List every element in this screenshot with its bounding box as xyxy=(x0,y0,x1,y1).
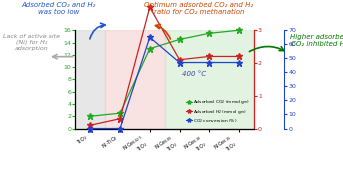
Text: Adsorbed CO₂ and H₂
was too low: Adsorbed CO₂ and H₂ was too low xyxy=(21,2,95,15)
Bar xyxy=(105,30,165,129)
Bar xyxy=(75,30,105,129)
Text: Lack of active site
(Ni) for H₂
adsorption: Lack of active site (Ni) for H₂ adsorpti… xyxy=(3,34,60,51)
Bar xyxy=(165,30,254,129)
Text: Optimum adsorbed CO₂ and H₂
ratio for CO₂ methanation: Optimum adsorbed CO₂ and H₂ ratio for CO… xyxy=(144,2,253,15)
Text: Higher adsorbed
CO₂ inhibited H₂: Higher adsorbed CO₂ inhibited H₂ xyxy=(290,34,343,47)
Legend: Adsorbed CO$_2$ (mmol g$_{m}$), Adsorbed H$_2$ (mmol g$_{m}$), CO$_2$ conversion: Adsorbed CO$_2$ (mmol g$_{m}$), Adsorbed… xyxy=(185,96,252,126)
Text: 400 °C: 400 °C xyxy=(182,71,206,77)
